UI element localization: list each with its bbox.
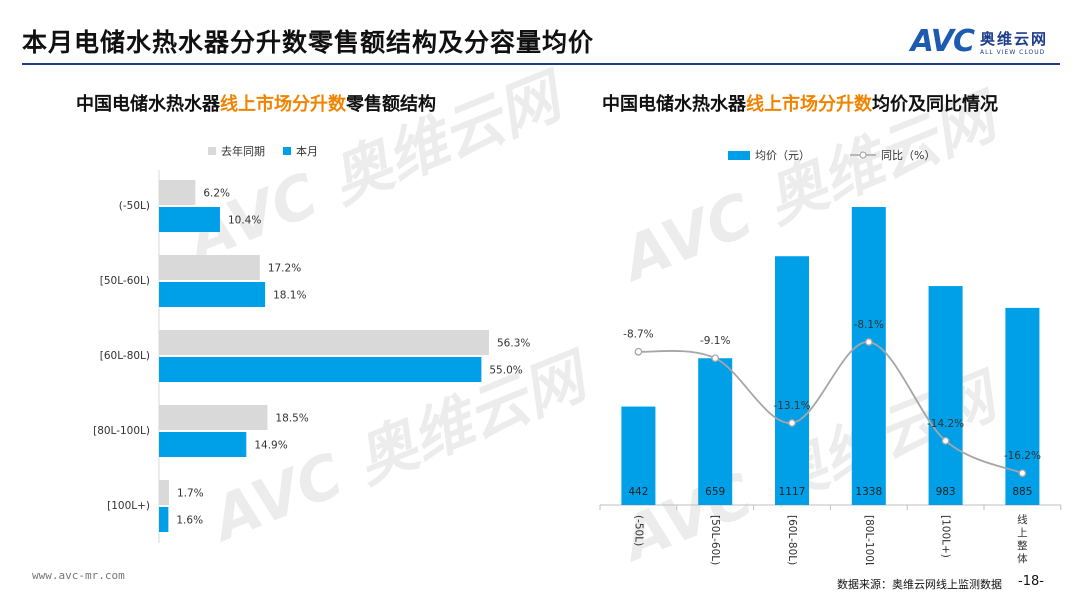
yoy-point xyxy=(864,338,873,346)
yoy-value-label: -8.1% xyxy=(854,319,884,331)
bar-this-month xyxy=(159,207,220,232)
bar-this-month xyxy=(159,432,247,457)
category-label: [50L-60L) xyxy=(709,515,721,565)
legend-swatch-avg-price xyxy=(728,150,750,160)
bar-value-label: 1.7% xyxy=(177,488,204,500)
bar-value-label: 6.2% xyxy=(203,188,230,200)
yoy-value-label: -13.1% xyxy=(773,400,810,412)
legend-label-avg-price: 均价（元） xyxy=(755,149,810,162)
right-combo-chart: 442 (-50L) 659 [50L-60L) 1117 [60L-80L) 1338 [8… xyxy=(599,207,1062,565)
category-label: 线上整体 xyxy=(1017,513,1028,565)
right-chart-legend: 均价（元） 同比（%） xyxy=(728,147,935,163)
bar-last-year xyxy=(159,330,489,355)
legend-swatch-last-year xyxy=(208,147,216,155)
footer-url: www.avc-mr.com xyxy=(32,569,125,582)
yoy-value-label: -16.2% xyxy=(1004,450,1041,462)
yoy-point xyxy=(788,419,796,427)
avc-logo: AVC 奥维云网 ALL VIEW CLOUD xyxy=(911,24,1048,59)
bar-value-label: 10.4% xyxy=(228,215,261,227)
category-label: [100L+) xyxy=(107,500,150,512)
page-number: -18- xyxy=(1018,574,1044,589)
footer-source: 数据来源：奥维云网线上监测数据 xyxy=(837,578,1002,591)
bar-value-label: 442 xyxy=(628,486,648,498)
category-label: [80L-100L) xyxy=(863,515,875,565)
bar-this-month xyxy=(159,357,482,382)
left-chart-title: 中国电储水热水器线上市场分升数零售额结构 xyxy=(76,94,436,115)
category-label: [50L-60L) xyxy=(100,275,150,287)
left-bar-chart: (-50L) 6.2% 10.4% [50L-60L) 17.2% 18.1% [60L-8… xyxy=(93,170,530,543)
bar-last-year xyxy=(159,180,196,205)
category-label: [60L-80L) xyxy=(786,515,798,565)
bar-avg-price xyxy=(851,207,886,505)
yoy-value-label: -14.2% xyxy=(927,418,964,430)
bar-value-label: 18.1% xyxy=(273,290,306,302)
yoy-point xyxy=(634,347,643,356)
category-label: [100L+) xyxy=(940,515,952,558)
bar-value-label: 1117 xyxy=(779,486,806,498)
bar-avg-price xyxy=(775,256,809,505)
yoy-point xyxy=(941,436,950,445)
legend-label-this-month: 本月 xyxy=(296,145,318,158)
bar-this-month xyxy=(159,507,169,532)
yoy-point xyxy=(1018,469,1027,478)
category-label: [60L-80L) xyxy=(100,350,150,362)
bar-value-label: 659 xyxy=(705,486,725,498)
bar-value-label: 1338 xyxy=(855,486,882,498)
legend-line-yoy xyxy=(850,151,876,159)
bar-avg-price xyxy=(928,286,963,505)
logo-cn: 奥维云网 xyxy=(979,29,1048,48)
bar-value-label: 56.3% xyxy=(497,338,530,350)
bar-avg-price xyxy=(698,358,733,505)
yoy-value-label: -9.1% xyxy=(700,335,730,347)
bar-last-year xyxy=(159,480,169,505)
bar-this-month xyxy=(159,282,266,307)
category-label: (-50L) xyxy=(632,515,644,546)
category-label: (-50L) xyxy=(119,200,150,212)
legend-swatch-this-month xyxy=(283,147,291,155)
yoy-value-label: -8.7% xyxy=(623,329,653,341)
yoy-line xyxy=(638,341,1023,475)
bar-value-label: 18.5% xyxy=(275,413,308,425)
left-chart-legend: 去年同期 本月 xyxy=(208,143,318,159)
legend-label-yoy: 同比（%） xyxy=(881,149,936,162)
right-chart-title: 中国电储水热水器线上市场分升数均价及同比情况 xyxy=(602,94,998,115)
bar-last-year xyxy=(159,255,260,280)
logo-en: ALL VIEW CLOUD xyxy=(979,48,1046,56)
bar-avg-price xyxy=(621,406,656,505)
bar-value-label: 17.2% xyxy=(268,263,301,275)
bar-last-year xyxy=(159,405,268,430)
legend-label-last-year: 去年同期 xyxy=(221,145,265,158)
bar-value-label: 55.0% xyxy=(489,365,522,377)
yoy-point xyxy=(711,354,720,363)
bar-value-label: 983 xyxy=(936,486,956,498)
bar-value-label: 14.9% xyxy=(254,440,287,452)
page-title: 本月电储水热水器分升数零售额结构及分容量均价 xyxy=(22,28,595,57)
logo-text: AVC xyxy=(910,24,975,59)
category-label: [80L-100L) xyxy=(93,425,150,437)
bar-value-label: 1.6% xyxy=(176,515,203,527)
title-divider xyxy=(22,63,1060,65)
bar-value-label: 885 xyxy=(1012,486,1032,498)
